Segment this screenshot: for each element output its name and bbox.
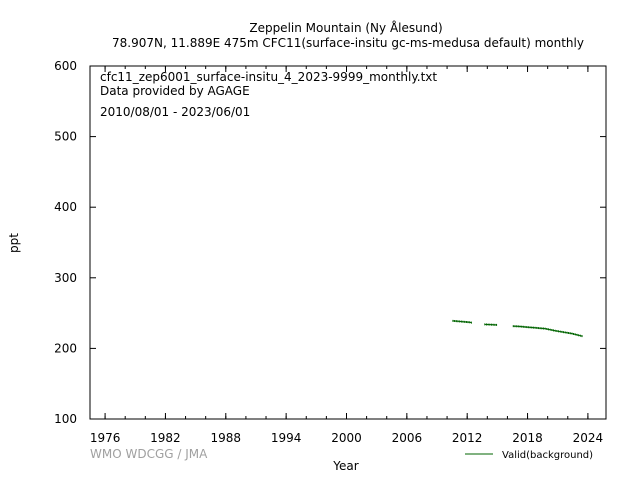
y-axis-label: ppt [7,233,21,253]
x-tick-label: 2024 [573,431,604,445]
x-axis-label: Year [332,459,358,473]
y-tick-label: 200 [54,341,77,355]
chart-subtitle: 78.907N, 11.889E 475m CFC11(surface-insi… [112,36,584,50]
series-line-segment [452,320,472,324]
x-tick-label: 2000 [331,431,362,445]
y-tick-label: 300 [54,271,77,285]
y-tick-label: 600 [54,59,77,73]
info-provider: Data provided by AGAGE [100,84,250,98]
y-tick-label: 100 [54,412,77,426]
x-tick-label: 2012 [452,431,483,445]
legend: Valid(background) [465,450,593,461]
legend-label: Valid(background) [502,450,593,461]
x-tick-label: 1994 [271,431,302,445]
info-filename: cfc11_zep6001_surface-insitu_4_2023-9999… [100,70,437,84]
y-tick-label: 400 [54,200,77,214]
x-tick-label: 1982 [150,431,181,445]
info-period: 2010/08/01 - 2023/06/01 [100,105,250,119]
x-tick-label: 1988 [211,431,242,445]
plot-area-frame [89,65,607,420]
x-tick-label: 2006 [392,431,423,445]
x-tick-label: 1976 [90,431,121,445]
y-tick-label: 500 [54,130,77,144]
credit-text: WMO WDCGG / JMA [90,447,208,461]
axis-ticks: 100 200 300 400 500 600 1976 1982 1988 1994 2000 20… [54,59,606,445]
chart-title: Zeppelin Mountain (Ny Ålesund) [249,20,442,35]
x-tick-label: 2018 [512,431,543,445]
data-series [452,319,583,338]
